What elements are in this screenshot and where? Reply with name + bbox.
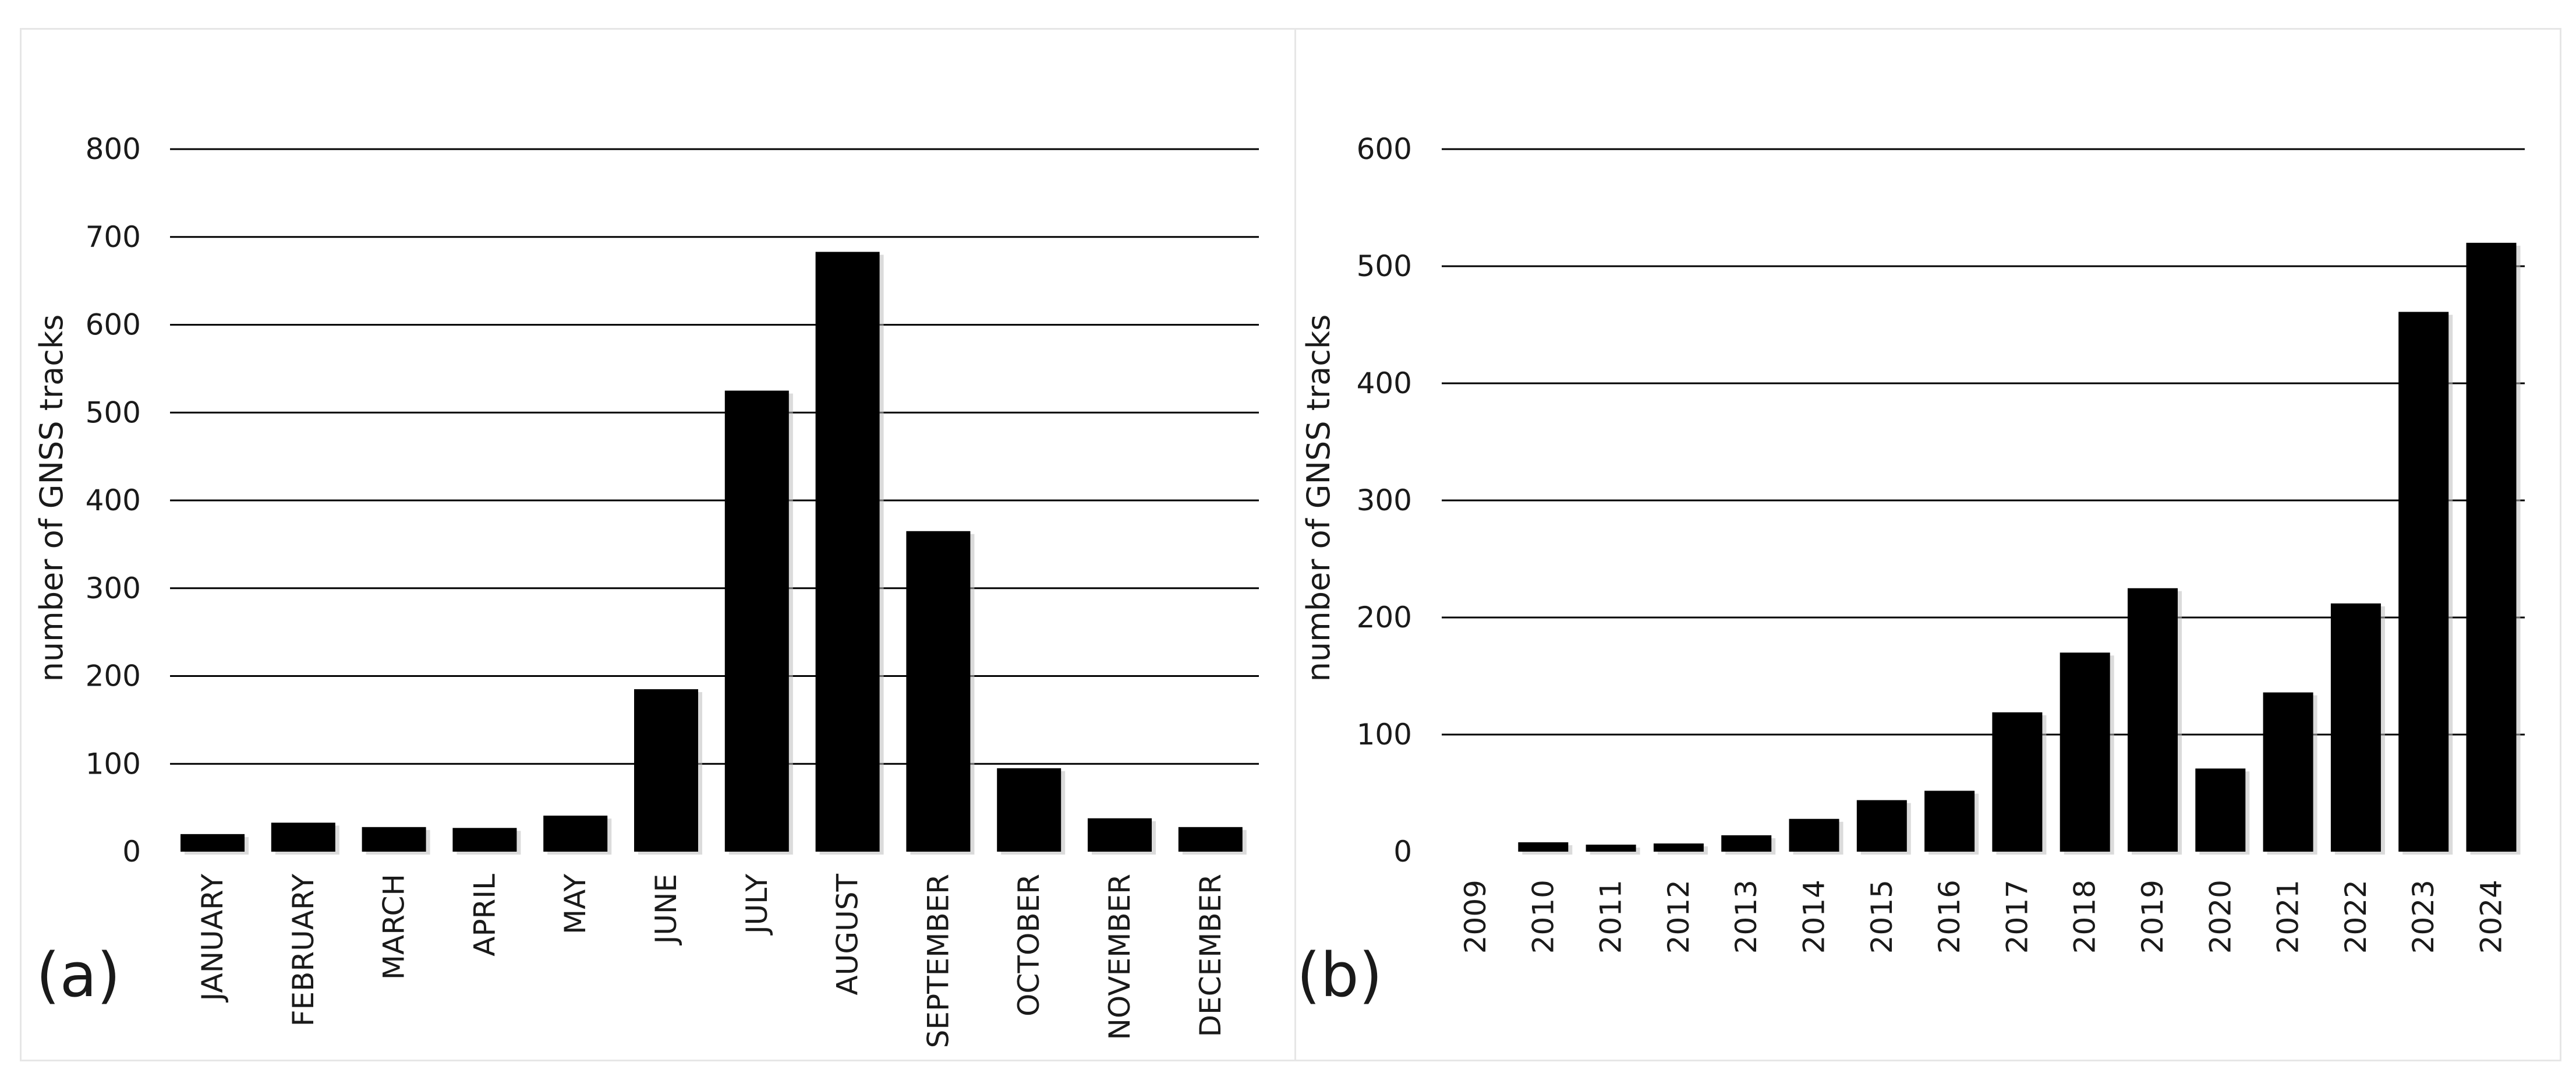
panel-a-y-tick-label: 600 bbox=[86, 308, 141, 342]
panel-b-x-tick-label: 2017 bbox=[2000, 880, 2034, 954]
panel-b-y-tick-label: 300 bbox=[1357, 483, 1412, 517]
panel-b-y-tick-label: 100 bbox=[1357, 718, 1412, 751]
panel-b-bar bbox=[2060, 652, 2110, 852]
panel-a-x-tick-label: DECEMBER bbox=[1194, 874, 1227, 1037]
panel-b-y-tick-label: 200 bbox=[1357, 601, 1412, 634]
panel-a-y-tick-label: 700 bbox=[86, 220, 141, 254]
panel-b-bar bbox=[1721, 835, 1772, 852]
panel-b-y-tick-label: 500 bbox=[1357, 249, 1412, 283]
panel-a-bar bbox=[997, 768, 1061, 852]
panel-b-y-tick-label: 600 bbox=[1357, 132, 1412, 166]
panel-a-y-tick-label: 100 bbox=[86, 747, 141, 781]
panel-a-x-tick-label: JULY bbox=[740, 874, 774, 936]
panel-b-x-tick-label: 2013 bbox=[1729, 880, 1763, 954]
panel-a-y-tick-label: 300 bbox=[86, 571, 141, 605]
panel-b-x-tick-label: 2021 bbox=[2271, 880, 2305, 954]
panel-a-x-tick-label: NOVEMBER bbox=[1103, 874, 1137, 1040]
panel-b-y-tick-label: 0 bbox=[1393, 835, 1412, 869]
panel-b-bar bbox=[2195, 768, 2246, 852]
panel-b-bar bbox=[1653, 843, 1704, 852]
panel-a-y-tick-label: 200 bbox=[86, 659, 141, 693]
panel-a: number of GNSS tracks (a) 0 100 200 300 400 5… bbox=[33, 132, 1259, 1048]
panel-b-bar bbox=[1586, 844, 1636, 852]
panel-a-bar bbox=[724, 390, 789, 852]
panel-b-x-tick-label: 2011 bbox=[1594, 880, 1628, 954]
panel-a-bar bbox=[1178, 827, 1243, 852]
panel-a-bar bbox=[271, 823, 335, 852]
panel-b-bar bbox=[2466, 242, 2517, 852]
panel-a-y-tick-label: 400 bbox=[86, 483, 141, 517]
panel-a-x-tick-label: MAY bbox=[558, 874, 592, 934]
panel-b-x-tick-label: 2014 bbox=[1797, 880, 1831, 954]
panel-b-x-tick-label: 2018 bbox=[2068, 880, 2102, 954]
panel-a-x-tick-label: SEPTEMBER bbox=[921, 874, 955, 1048]
panel-a-bar bbox=[1088, 818, 1152, 852]
panel-b-label: (b) bbox=[1297, 940, 1382, 1011]
panel-a-x-tick-label: FEBRUARY bbox=[286, 874, 320, 1027]
panel-b-x-tick-label: 2024 bbox=[2475, 880, 2508, 954]
panel-a-x-tick-label: JUNE bbox=[649, 874, 683, 945]
panel-b-x-tick-label: 2015 bbox=[1865, 880, 1899, 954]
panel-b-x-tick-label: 2010 bbox=[1526, 880, 1560, 954]
panel-b-bar bbox=[1856, 800, 1907, 852]
panel-a-x-tick-label: MARCH bbox=[377, 874, 411, 980]
panel-b-bar bbox=[2330, 603, 2381, 852]
panel-b-x-tick-label: 2019 bbox=[2136, 880, 2170, 954]
panel-a-bar bbox=[543, 816, 608, 852]
panel-b-x-tick-label: 2016 bbox=[1933, 880, 1966, 954]
panel-b-bar bbox=[1789, 818, 1839, 852]
panel-b-bar bbox=[1518, 842, 1569, 852]
panel-a-x-tick-label: AUGUST bbox=[831, 874, 865, 996]
panel-a-bar bbox=[181, 834, 245, 852]
panel-b-bar bbox=[2263, 692, 2313, 852]
panel-b-bar bbox=[2398, 312, 2449, 852]
panel-a-label: (a) bbox=[36, 940, 121, 1011]
panel-a-y-tick-label: 800 bbox=[86, 132, 141, 166]
panel-a-bar bbox=[906, 531, 971, 852]
panel-a-x-tick-label: OCTOBER bbox=[1012, 874, 1046, 1017]
panel-b-x-tick-label: 2009 bbox=[1459, 880, 1492, 954]
panel-a-bar bbox=[815, 252, 880, 852]
panel-b-bar bbox=[1924, 790, 1975, 852]
panel-a-bar bbox=[362, 827, 426, 852]
panel-a-x-tick-label: JANUARY bbox=[196, 874, 229, 1003]
panel-b-bar bbox=[1992, 712, 2043, 852]
panel-a-y-tick-label: 0 bbox=[122, 835, 141, 869]
panel-b-y-axis-label: number of GNSS tracks bbox=[1300, 315, 1337, 682]
panel-a-y-axis-label: number of GNSS tracks bbox=[33, 315, 70, 682]
panel-a-bar bbox=[452, 828, 517, 852]
panel-b-x-tick-label: 2023 bbox=[2407, 880, 2440, 954]
panel-a-bar bbox=[634, 689, 698, 852]
panel-b-y-tick-label: 400 bbox=[1357, 366, 1412, 400]
panel-b-x-tick-label: 2012 bbox=[1662, 880, 1696, 954]
panel-b-x-tick-label: 2020 bbox=[2203, 880, 2237, 954]
panel-a-y-tick-label: 500 bbox=[86, 396, 141, 429]
panel-a-x-tick-label: APRIL bbox=[468, 874, 501, 957]
panel-b-frame bbox=[1294, 28, 2561, 1061]
panel-b-x-tick-label: 2022 bbox=[2339, 880, 2373, 954]
panel-b-bar bbox=[2128, 588, 2178, 852]
panel-b: number of GNSS tracks (b) 0 100 200 300 400 5… bbox=[1297, 132, 2525, 1011]
